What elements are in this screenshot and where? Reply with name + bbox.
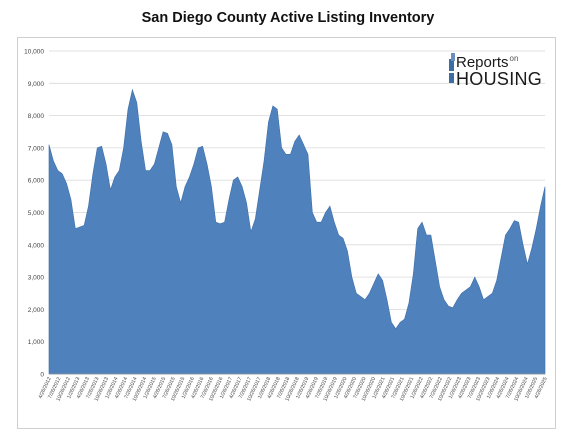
y-tick-label: 0 bbox=[40, 372, 44, 379]
reports-on-housing-logo: Reportson HOUSING bbox=[448, 51, 546, 91]
y-tick-label: 5,000 bbox=[28, 210, 45, 217]
inventory-area bbox=[48, 88, 546, 375]
chart-frame bbox=[17, 37, 556, 429]
y-tick-label: 6,000 bbox=[28, 178, 45, 185]
series-area bbox=[48, 88, 546, 375]
logo-text-top: Reportson bbox=[456, 54, 519, 71]
y-tick-label: 9,000 bbox=[28, 81, 45, 88]
house-logo-icon bbox=[449, 53, 455, 83]
y-axis-ticks: 0 1,000 2,000 3,000 4,000 5,000 6,000 7,000 8,00… bbox=[24, 49, 44, 379]
y-tick-label: 2,000 bbox=[28, 307, 45, 314]
y-tick-label: 3,000 bbox=[28, 275, 45, 282]
x-axis-ticks: 4/26/20127/26/201210/26/20121/26/20134/2… bbox=[38, 376, 549, 402]
y-tick-label: 1,000 bbox=[28, 339, 45, 346]
y-tick-label: 8,000 bbox=[28, 113, 45, 120]
y-tick-label: 4,000 bbox=[28, 242, 45, 249]
chart-title: San Diego County Active Listing Inventor… bbox=[141, 10, 435, 26]
y-tick-label: 10,000 bbox=[24, 49, 44, 56]
logo-text-bottom: HOUSING bbox=[456, 69, 543, 89]
y-tick-label: 7,000 bbox=[28, 145, 45, 152]
